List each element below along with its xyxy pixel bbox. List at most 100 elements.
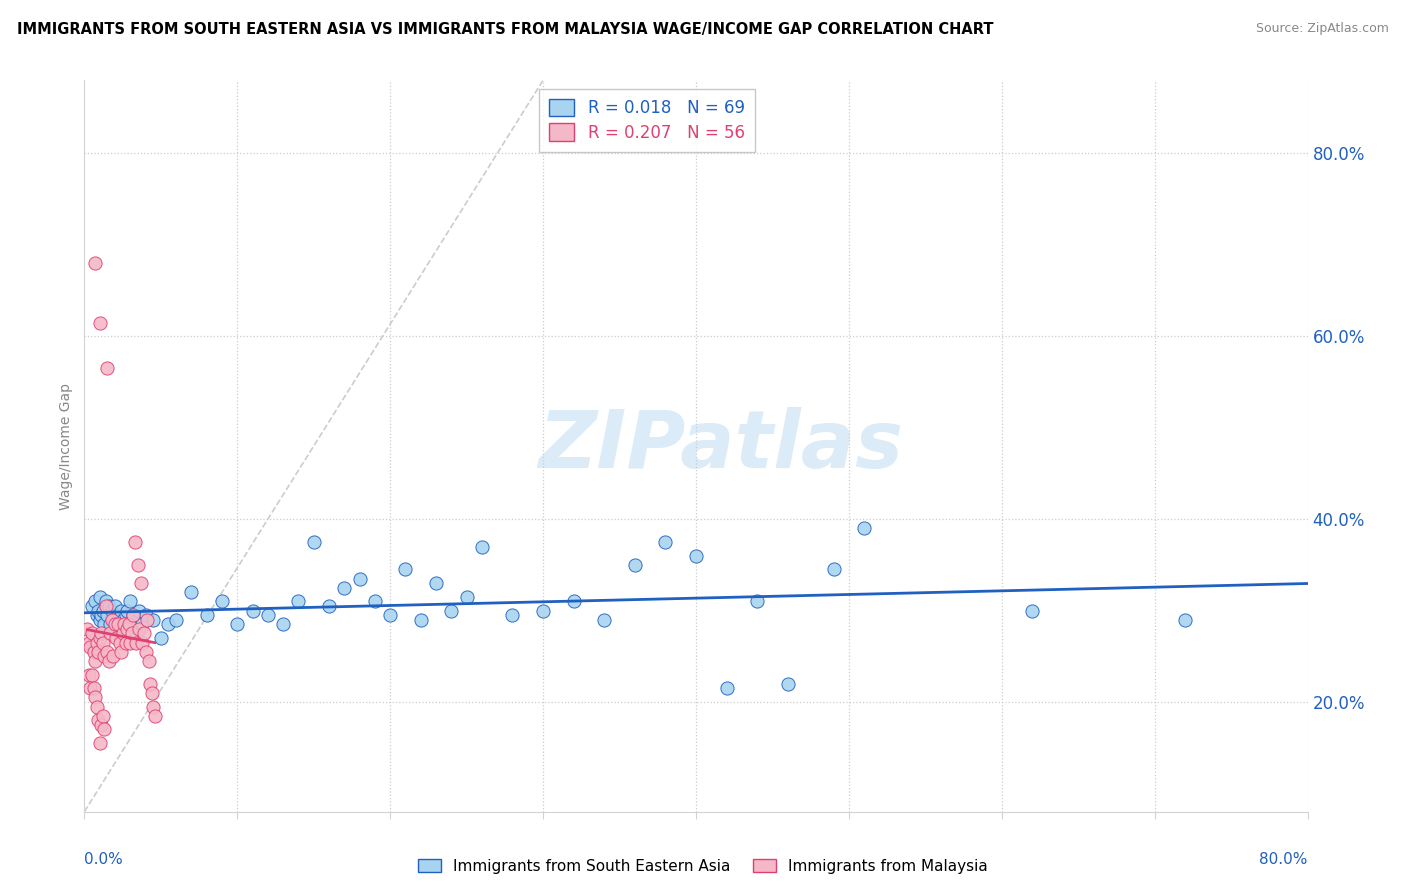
Point [122,608,145,623]
Point [114,635,136,649]
Point [84,594,107,608]
Point [118,617,141,632]
Point [86,608,108,623]
Text: 0.0%: 0.0% [84,852,124,867]
Point [823,562,845,576]
Point [380,608,402,623]
Point [90,718,112,732]
Point [94,594,117,608]
Point [747,594,769,608]
Point [77,635,100,649]
Y-axis label: Wage/Income Gap: Wage/Income Gap [59,383,73,509]
Point [1021,603,1043,617]
Point [83,681,105,696]
Point [456,590,478,604]
Point [120,635,142,649]
Point [349,572,371,586]
Point [79,681,101,696]
Point [83,645,105,659]
Point [125,626,148,640]
Point [132,626,155,640]
Point [96,645,118,659]
Point [716,681,738,696]
Point [593,613,616,627]
Point [84,690,107,705]
Point [110,603,132,617]
Point [136,613,159,627]
Point [104,599,127,613]
Point [120,594,142,608]
Point [226,617,249,632]
Point [302,535,325,549]
Point [127,558,149,572]
Point [105,617,128,632]
Point [98,617,121,632]
Point [157,617,180,632]
Point [111,626,134,640]
Point [143,708,166,723]
Point [853,521,876,535]
Point [89,613,111,627]
Point [110,645,132,659]
Point [112,617,135,632]
Point [364,594,387,608]
Point [97,654,120,668]
Point [135,608,157,623]
Point [87,714,110,728]
Point [87,645,110,659]
Point [531,603,554,617]
Point [124,535,146,549]
Point [776,676,799,690]
Point [112,617,135,632]
Point [624,558,647,572]
Point [131,617,153,632]
Point [97,599,120,613]
Point [101,603,124,617]
Point [89,316,111,330]
Point [125,635,148,649]
Point [79,640,101,655]
Point [135,645,157,659]
Point [115,603,138,617]
Point [84,654,107,668]
Point [118,617,141,632]
Text: 80.0%: 80.0% [1260,852,1308,867]
Point [142,699,165,714]
Point [89,736,111,750]
Point [94,599,117,613]
Point [287,594,309,608]
Text: ZIPatlas: ZIPatlas [538,407,903,485]
Point [86,635,108,649]
Point [96,608,118,623]
Point [103,649,125,664]
Point [333,581,356,595]
Point [440,603,463,617]
Point [80,626,103,640]
Point [471,540,494,554]
Point [80,599,103,613]
Point [89,590,111,604]
Point [96,361,118,376]
Point [425,576,447,591]
Point [115,622,138,636]
Point [129,576,152,591]
Point [165,613,187,627]
Point [257,608,280,623]
Point [149,631,172,645]
Point [93,723,115,737]
Point [211,594,233,608]
Point [111,613,134,627]
Point [90,608,112,623]
Point [654,535,676,549]
Point [128,622,150,636]
Point [131,635,153,649]
Point [114,608,136,623]
Point [108,622,131,636]
Point [128,603,150,617]
Point [93,649,115,664]
Point [80,667,103,681]
Point [107,608,129,623]
Legend: R = 0.018   N = 69, R = 0.207   N = 56: R = 0.018 N = 69, R = 0.207 N = 56 [540,88,755,152]
Point [91,603,114,617]
Point [91,708,114,723]
